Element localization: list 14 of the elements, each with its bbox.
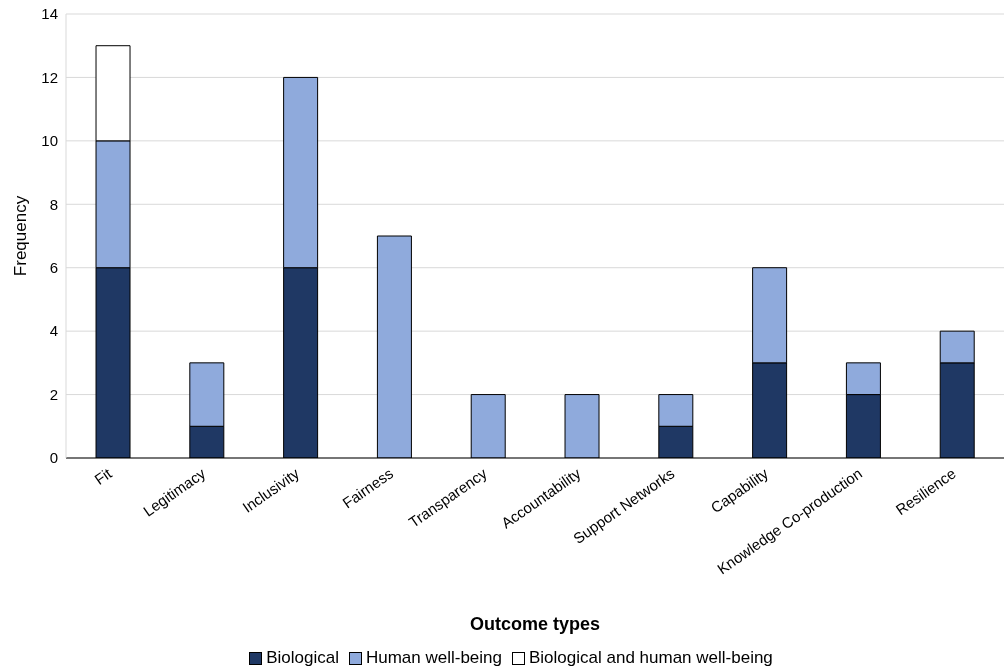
x-tick-label: Fit <box>91 464 116 489</box>
y-tick-label: 14 <box>41 5 58 23</box>
y-tick-label: 2 <box>49 385 58 403</box>
legend-label: Biological and human well-being <box>528 648 773 668</box>
legend-label: Biological <box>265 648 339 668</box>
y-axis-title: Frequency <box>11 195 31 277</box>
y-tick-label: 0 <box>49 449 58 467</box>
x-axis-title: Outcome types <box>469 614 601 634</box>
y-tick-label: 4 <box>49 322 58 340</box>
legend-label: Human well-being <box>364 648 502 668</box>
y-tick-label: 8 <box>49 195 58 213</box>
y-tick-label: 10 <box>41 132 58 150</box>
y-tick-label: 12 <box>41 68 58 86</box>
y-tick-label: 6 <box>49 259 58 277</box>
